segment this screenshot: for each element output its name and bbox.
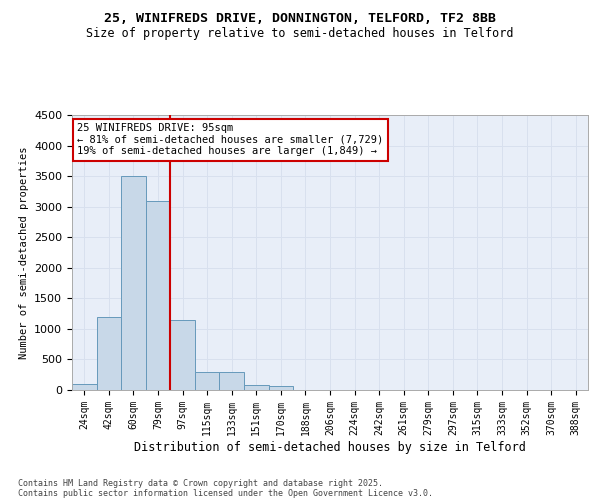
- Bar: [170, 320, 195, 390]
- Text: 25, WINIFREDS DRIVE, DONNINGTON, TELFORD, TF2 8BB: 25, WINIFREDS DRIVE, DONNINGTON, TELFORD…: [104, 12, 496, 26]
- Bar: [146, 200, 170, 390]
- X-axis label: Distribution of semi-detached houses by size in Telford: Distribution of semi-detached houses by …: [134, 440, 526, 454]
- Bar: [195, 372, 220, 390]
- Text: 25 WINIFREDS DRIVE: 95sqm
← 81% of semi-detached houses are smaller (7,729)
19% : 25 WINIFREDS DRIVE: 95sqm ← 81% of semi-…: [77, 123, 383, 156]
- Bar: [220, 372, 244, 390]
- Text: Contains public sector information licensed under the Open Government Licence v3: Contains public sector information licen…: [18, 488, 433, 498]
- Y-axis label: Number of semi-detached properties: Number of semi-detached properties: [19, 146, 29, 359]
- Bar: [72, 384, 97, 390]
- Bar: [269, 386, 293, 390]
- Bar: [244, 384, 269, 390]
- Text: Contains HM Land Registry data © Crown copyright and database right 2025.: Contains HM Land Registry data © Crown c…: [18, 478, 383, 488]
- Bar: [121, 176, 146, 390]
- Text: Size of property relative to semi-detached houses in Telford: Size of property relative to semi-detach…: [86, 28, 514, 40]
- Bar: [97, 316, 121, 390]
